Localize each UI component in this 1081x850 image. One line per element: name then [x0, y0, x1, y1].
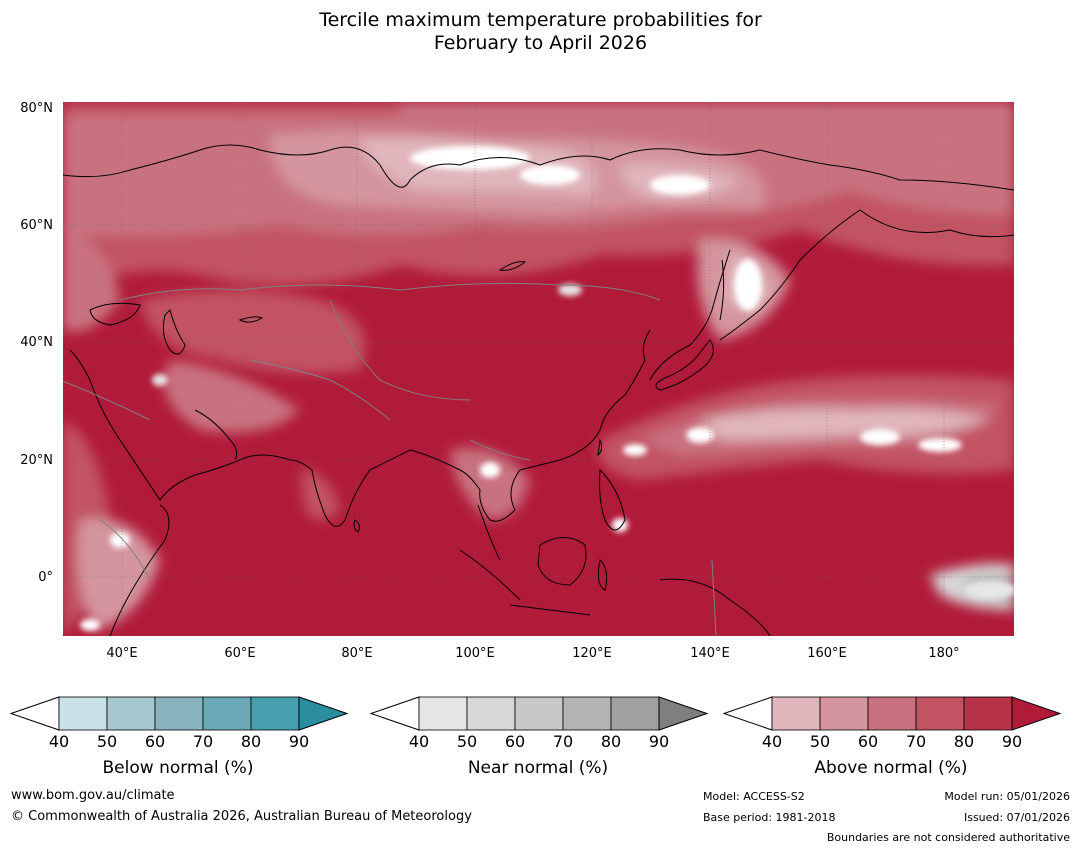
title-line-1: Tercile maximum temperature probabilitie… [319, 9, 762, 31]
colorbar-max-extend [298, 696, 349, 731]
colorbar-segment [963, 696, 1013, 731]
colorbar-segment [562, 696, 612, 731]
colorbar-max-extend [658, 696, 709, 731]
colorbar-tick-label: 80 [954, 732, 974, 751]
colorbar-min-extend [9, 696, 60, 731]
colorbar-tick-label: 40 [762, 732, 782, 751]
lon-label: 180° [928, 646, 959, 661]
colorbar-tick-label: 50 [97, 732, 117, 751]
colorbar-tick-label: 40 [409, 732, 429, 751]
lat-label: 20°N [20, 453, 53, 468]
colorbar-label-below: Below normal (%) [102, 758, 254, 778]
colorbar-max-extend [1011, 696, 1062, 731]
colorbar-label-above: Above normal (%) [814, 758, 968, 778]
chart-title: Tercile maximum temperature probabilitie… [0, 9, 1081, 55]
colorbar-tick-label: 60 [505, 732, 525, 751]
colorbar-segment [771, 696, 821, 731]
colorbar-segment [514, 696, 564, 731]
colorbar-tick-label: 50 [457, 732, 477, 751]
model-run: Model run: 05/01/2026 [944, 790, 1070, 803]
colorbar-tick-label: 70 [906, 732, 926, 751]
forecast-map: 80°N 60°N 40°N 20°N 0° 40°E 60°E 80°E 10… [20, 101, 1014, 661]
colorbar-tick-label: 90 [1002, 732, 1022, 751]
lon-label: 100°E [455, 646, 495, 661]
lon-label: 160°E [807, 646, 847, 661]
latitude-labels: 80°N 60°N 40°N 20°N 0° [20, 101, 53, 585]
lat-label: 40°N [20, 335, 53, 350]
base-period: Base period: 1981-2018 [703, 811, 836, 824]
colorbar-segment [915, 696, 965, 731]
colorbar-tick-label: 90 [289, 732, 309, 751]
colorbar-tick-label: 60 [145, 732, 165, 751]
lat-label: 80°N [20, 101, 53, 116]
colorbar-segment [867, 696, 917, 731]
longitude-labels: 40°E 60°E 80°E 100°E 120°E 140°E 160°E 1… [106, 646, 959, 661]
disclaimer: Boundaries are not considered authoritat… [826, 831, 1070, 844]
lon-label: 60°E [224, 646, 255, 661]
lon-label: 140°E [690, 646, 730, 661]
colorbar-segment [58, 696, 108, 731]
copyright: © Commonwealth of Australia 2026, Austra… [11, 809, 472, 824]
colorbar-tick-label: 80 [241, 732, 261, 751]
colorbar-tick-label: 60 [858, 732, 878, 751]
colorbar-tick-label: 70 [553, 732, 573, 751]
lon-label: 120°E [572, 646, 612, 661]
colorbar-segment [819, 696, 869, 731]
lat-label: 0° [38, 570, 53, 585]
lon-label: 80°E [341, 646, 372, 661]
colorbar-segment [202, 696, 252, 731]
colorbar-segment [106, 696, 156, 731]
colorbar-min-extend [369, 696, 420, 731]
colorbar-segment [418, 696, 468, 731]
colorbar-above-normal: 40 50 60 70 80 90 [722, 696, 1062, 751]
colorbar-segment [610, 696, 660, 731]
title-line-2: February to April 2026 [433, 32, 648, 54]
colorbar-tick-label: 90 [649, 732, 669, 751]
model-info: Model: ACCESS-S2 [703, 790, 805, 803]
colorbar-tick-label: 50 [810, 732, 830, 751]
colorbar-segment [250, 696, 300, 731]
lat-label: 60°N [20, 218, 53, 233]
colorbar-label-near: Near normal (%) [467, 758, 609, 778]
website-link[interactable]: www.bom.gov.au/climate [11, 788, 175, 803]
colorbar-segment [466, 696, 516, 731]
colorbar-tick-label: 40 [49, 732, 69, 751]
colorbar-segment [154, 696, 204, 731]
probability-field [63, 102, 1014, 636]
colorbar-tick-label: 70 [193, 732, 213, 751]
colorbar-below-normal: 40 50 60 70 80 90 [9, 696, 349, 751]
issued-date: Issued: 07/01/2026 [963, 811, 1070, 824]
colorbar-min-extend [722, 696, 773, 731]
colorbar-tick-label: 80 [601, 732, 621, 751]
lon-label: 40°E [106, 646, 137, 661]
colorbar-near-normal: 40 50 60 70 80 90 [369, 696, 709, 751]
